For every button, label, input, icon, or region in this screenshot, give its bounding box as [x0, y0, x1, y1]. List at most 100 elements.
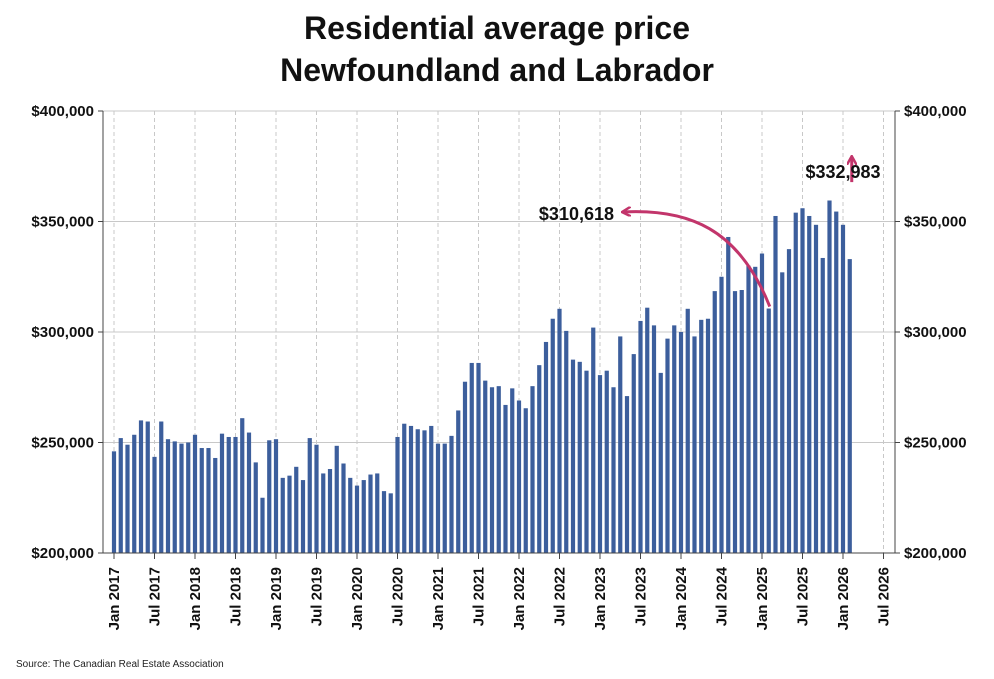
axes: $200,000 $200,000 $250,000 $250,000 $300,000… [31, 103, 966, 630]
bar [631, 354, 636, 553]
bar [672, 325, 677, 553]
y-tick-label-right: $300,000 [904, 324, 967, 341]
bars [111, 200, 852, 554]
bar [780, 272, 785, 553]
bar [584, 370, 589, 553]
bar [746, 265, 751, 553]
x-tick-label: Jul 2019 [309, 567, 326, 626]
bar [678, 332, 684, 553]
bar [246, 432, 252, 553]
y-tick-label-right: $350,000 [904, 214, 967, 231]
x-tick-label: Jul 2022 [552, 567, 569, 626]
bar [348, 477, 353, 553]
bar [118, 438, 123, 553]
bar [165, 439, 171, 553]
bar [300, 480, 306, 553]
y-tick-label-left: $350,000 [31, 214, 94, 231]
bar [442, 443, 447, 553]
bar [192, 434, 198, 553]
bar [132, 434, 137, 553]
x-tick-label: Jan 2023 [592, 567, 609, 630]
bar [570, 359, 576, 553]
y-tick-label-left: $400,000 [31, 103, 94, 120]
bar [314, 444, 319, 553]
bar [705, 318, 711, 553]
bar [395, 436, 400, 553]
bar [692, 336, 697, 553]
bar [604, 370, 609, 553]
x-tick-label: Jul 2018 [228, 567, 245, 626]
bar [834, 211, 839, 553]
bar [773, 215, 778, 553]
bar [273, 439, 279, 553]
x-tick-label: Jan 2018 [187, 567, 204, 630]
bar [624, 396, 630, 553]
bar [820, 257, 825, 553]
bar [510, 388, 515, 553]
bar [807, 215, 812, 553]
bar [786, 249, 792, 553]
bar [456, 410, 461, 553]
bar [381, 491, 387, 553]
bar [638, 320, 643, 553]
bar [469, 362, 474, 553]
bar [732, 291, 738, 553]
bar [840, 224, 846, 553]
bar [267, 440, 272, 553]
y-tick-label-right: $400,000 [904, 103, 967, 120]
bar [375, 473, 380, 553]
bar [422, 430, 427, 553]
bar [516, 400, 522, 553]
x-tick-label: Jul 2023 [633, 567, 650, 626]
bar [125, 444, 130, 553]
y-tick-label-right: $250,000 [904, 435, 967, 452]
bar [766, 308, 771, 553]
bar [368, 474, 373, 553]
x-tick-label: Jan 2026 [835, 567, 852, 630]
bar [294, 466, 299, 553]
bar [699, 319, 704, 553]
bar [179, 443, 184, 553]
x-tick-label: Jul 2026 [876, 567, 893, 626]
annotation-label: $310,618 [539, 204, 614, 224]
bar [219, 433, 225, 553]
bar [800, 208, 805, 554]
bar [651, 325, 657, 553]
bar [145, 421, 150, 553]
chart-title-line-1: Residential average price [304, 10, 690, 46]
bar [489, 387, 495, 553]
annotation-arrow-curved [623, 212, 772, 308]
bar [341, 463, 346, 553]
x-tick-label: Jul 2020 [390, 567, 407, 626]
bar [172, 441, 177, 553]
bar [557, 308, 562, 553]
bar [611, 387, 616, 553]
annotation-label: $332,983 [805, 162, 880, 182]
bar [402, 423, 407, 553]
bar [726, 236, 731, 553]
bar [591, 327, 596, 553]
bar [159, 421, 164, 553]
bar [597, 375, 603, 553]
x-tick-label: Jul 2025 [795, 567, 812, 626]
x-tick-label: Jan 2020 [349, 567, 366, 630]
bar [537, 365, 542, 553]
x-tick-label: Jan 2017 [106, 567, 123, 630]
bar [577, 361, 582, 553]
bar [240, 418, 245, 553]
bar [759, 253, 765, 554]
y-tick-label-left: $300,000 [31, 324, 94, 341]
x-tick-label: Jan 2021 [430, 567, 447, 630]
bar [496, 386, 501, 553]
bar [260, 497, 265, 553]
bar [685, 308, 690, 553]
bar [361, 480, 366, 553]
bar [388, 493, 393, 553]
bar [658, 372, 663, 553]
bar [408, 425, 414, 553]
source-note: Source: The Canadian Real Estate Associa… [16, 659, 224, 670]
bar [449, 435, 454, 553]
bar [138, 420, 144, 553]
annotations: $310,618 $332,983 [539, 157, 881, 308]
